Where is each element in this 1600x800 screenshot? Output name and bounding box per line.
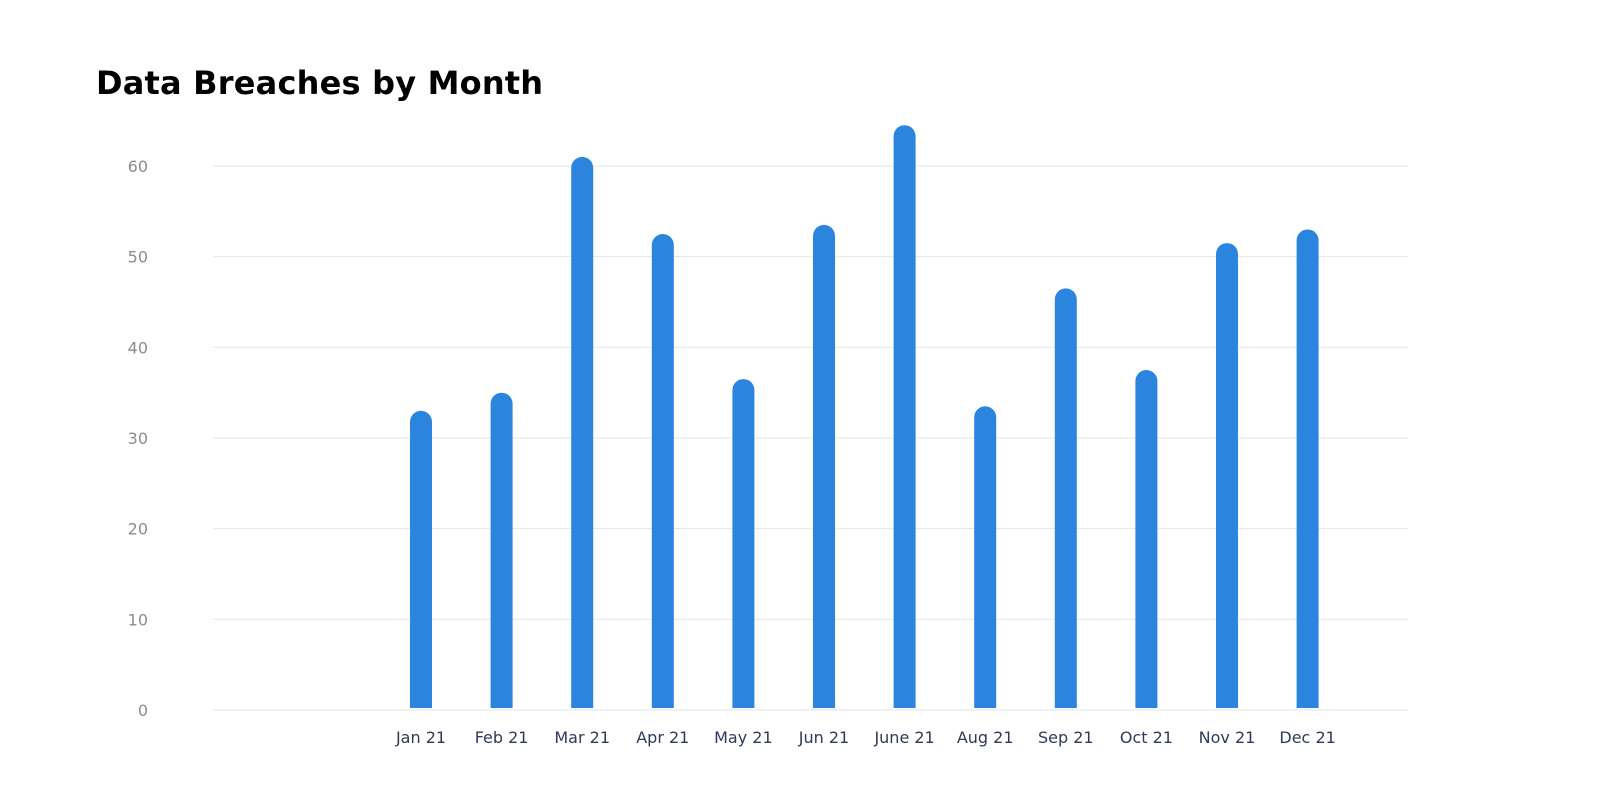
- x-tick-label: Aug 21: [957, 728, 1014, 747]
- bars: [410, 125, 1319, 709]
- x-tick-label: Jun 21: [798, 728, 849, 747]
- y-tick-label: 0: [138, 701, 148, 720]
- bar-dec-21: [1296, 229, 1319, 708]
- y-tick-label: 50: [128, 248, 148, 267]
- bar-mar-21: [571, 156, 594, 708]
- x-tick-label: June 21: [873, 728, 934, 747]
- bar-aug-21: [974, 406, 997, 708]
- bar-feb-21: [490, 392, 513, 708]
- y-tick-label: 20: [128, 520, 148, 539]
- bar-nov-21: [1216, 243, 1238, 709]
- bar-sep-21: [1054, 288, 1077, 708]
- y-axis: 0 10 20 30 40 50 60: [128, 157, 148, 720]
- bar-apr-21: [651, 234, 674, 708]
- x-tick-label: Oct 21: [1120, 728, 1173, 747]
- bar-oct-21: [1135, 370, 1158, 708]
- x-tick-label: Apr 21: [636, 728, 689, 747]
- x-tick-label: Nov 21: [1199, 728, 1256, 747]
- x-tick-label: May 21: [714, 728, 773, 747]
- y-tick-label: 40: [128, 338, 148, 357]
- x-tick-label: Jan 21: [395, 728, 446, 747]
- bar-jun-21: [813, 224, 835, 708]
- y-tick-label: 30: [128, 429, 148, 448]
- x-tick-label: Feb 21: [475, 728, 529, 747]
- x-tick-label: Dec 21: [1279, 728, 1335, 747]
- y-tick-label: 10: [128, 610, 148, 629]
- x-tick-label: Mar 21: [554, 728, 610, 747]
- chart-title: Data Breaches by Month: [96, 64, 544, 102]
- x-tick-label: Sep 21: [1038, 728, 1094, 747]
- y-tick-label: 60: [128, 157, 148, 176]
- x-axis: Jan 21 Feb 21 Mar 21 Apr 21 May 21 Jun 21 June…: [395, 728, 1336, 747]
- bar-jan-21: [410, 410, 432, 708]
- bar-may-21: [732, 379, 755, 708]
- bar-june-21: [893, 125, 916, 708]
